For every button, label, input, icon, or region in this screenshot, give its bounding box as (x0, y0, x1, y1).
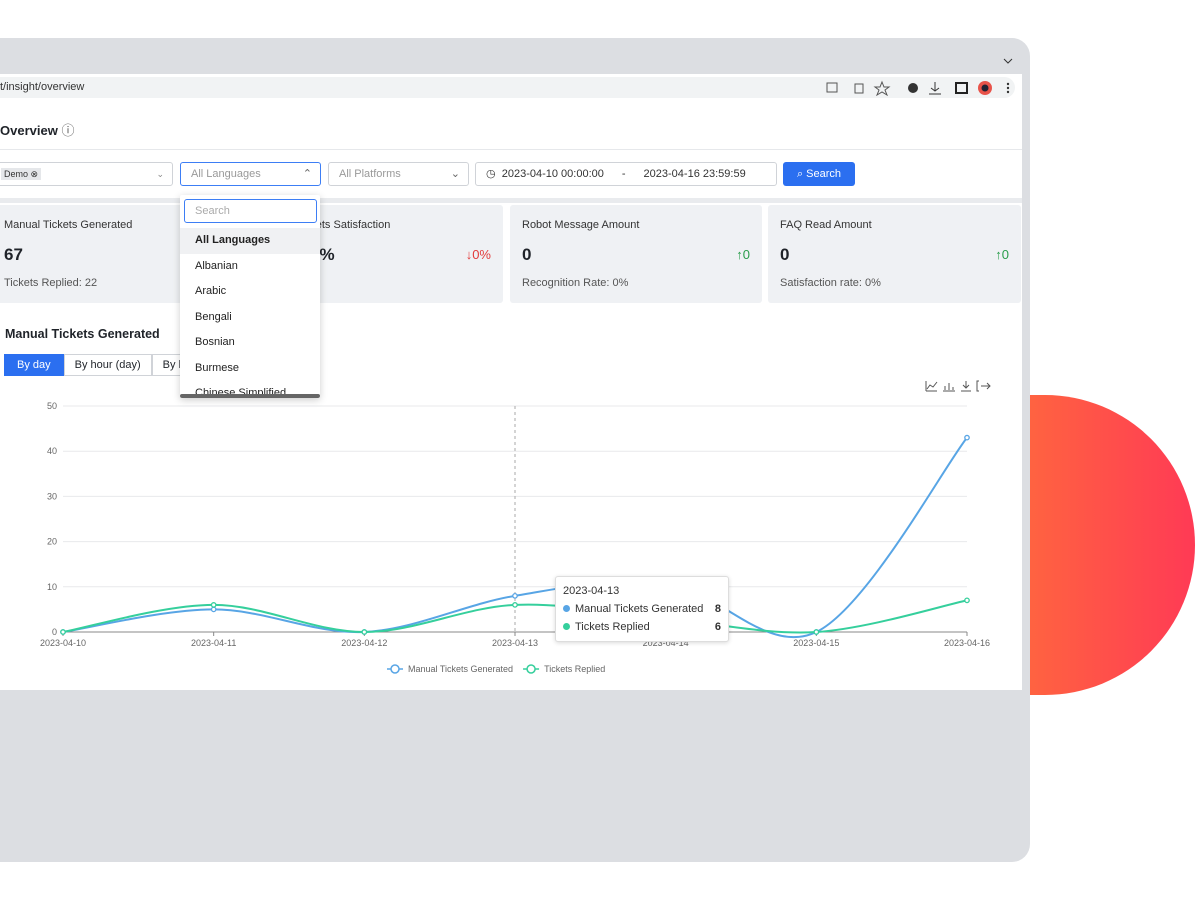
x-tick-label: 2023-04-15 (793, 638, 839, 648)
dropdown-option[interactable]: Albanian (195, 259, 238, 272)
card-footer: Satisfaction rate: 0% (780, 277, 881, 289)
tooltip-name: Tickets Replied (575, 621, 650, 633)
card-title: Manual Tickets Generated (4, 219, 133, 231)
dropdown-option[interactable]: Arabic (195, 285, 227, 297)
url: t/insight/overview (0, 81, 85, 93)
card-change: ↓0% (465, 247, 491, 262)
language-dropdown: Search All Languages Albanian Arabic Bengal… (180, 195, 320, 398)
point (210, 606, 217, 613)
tooltip-row: Manual Tickets Generated 8 (563, 603, 721, 621)
legend-icon (526, 664, 536, 674)
dropdown-option[interactable]: All Languages (180, 228, 320, 254)
card-footer: Tickets Replied: 22 (4, 277, 98, 289)
address-bar[interactable]: t/insight/overview (0, 77, 1015, 98)
line-chart: 0 10 20 30 40 50 2023-04-10 2023-04-11 2023-04-1… (40, 401, 990, 674)
point (210, 602, 217, 608)
point (964, 597, 970, 604)
dropdown-option[interactable]: Chinese Simplified (195, 387, 287, 398)
point (813, 629, 820, 635)
dropdown-option[interactable]: Burmese (195, 361, 240, 374)
card: FAQ Read Amount 0 ↑0 Satisfaction rate: … (768, 205, 1021, 303)
card-title: Robot Message Amount (522, 219, 640, 231)
browser-icons (826, 80, 1010, 96)
tooltip: 2023-04-13 Manual Tickets Generated 8 Tick… (555, 576, 729, 642)
tooltip-dot (563, 623, 570, 630)
card-change: ↑0 (736, 247, 750, 262)
y-tick-label: 10 (47, 582, 57, 592)
point (964, 434, 970, 441)
tooltip-row: Tickets Replied 6 (563, 621, 721, 639)
tooltip-title: 2023-04-13 (563, 585, 620, 597)
x-tick-label: 2023-04-11 (191, 638, 236, 648)
legend-label[interactable]: Manual Tickets Generated (408, 664, 513, 674)
platform-select[interactable]: All Platforms ⌄ (328, 162, 469, 186)
search-button[interactable]: ⌕ Search (783, 162, 855, 186)
card-title: FAQ Read Amount (780, 219, 872, 231)
card-value: 67 (4, 245, 23, 264)
y-tick-label: 50 (47, 401, 57, 411)
point (361, 629, 368, 635)
legend-label[interactable]: Tickets Replied (544, 664, 605, 674)
language-select[interactable]: All Languages ⌃ (180, 162, 321, 186)
y-tick-label: 0 (52, 627, 57, 637)
x-tick-label: 2023-04-10 (40, 638, 86, 648)
page-title: Overview ⓘ (0, 123, 75, 138)
y-tick-label: 20 (47, 537, 57, 547)
x-tick-label: 2023-04-16 (944, 638, 990, 648)
tab[interactable]: By day (4, 354, 64, 376)
divider (0, 149, 1022, 150)
card-change: ↑0 (995, 247, 1009, 262)
scrollbar (180, 394, 320, 398)
card-footer: Recognition Rate: 0% (522, 277, 629, 289)
point (512, 602, 518, 608)
chart-toolbox[interactable] (924, 378, 994, 394)
tooltip-value: 8 (714, 603, 721, 615)
x-tick-label: 2023-04-12 (341, 638, 387, 648)
y-tick-label: 40 (47, 446, 57, 456)
point (512, 592, 518, 599)
point (60, 629, 66, 635)
x-tick-label: 2023-04-14 (643, 638, 689, 648)
toolbar: t/insight/overview (0, 74, 1022, 101)
panel-title: Manual Tickets Generated (5, 327, 160, 341)
dropdown-search[interactable]: Search (184, 199, 317, 223)
tab[interactable]: By hour (day) (63, 354, 152, 376)
tooltip-name: Manual Tickets Generated (575, 603, 704, 615)
x-tick-label: 2023-04-13 (492, 638, 538, 648)
y-tick-label: 30 (47, 491, 57, 501)
legend-icon (390, 664, 400, 674)
card: Robot Message Amount 0 ↑0 Recognition Ra… (510, 205, 762, 303)
dropdown-option[interactable]: Bosnian (195, 336, 235, 348)
card-value: 0 (780, 245, 790, 264)
date-range[interactable]: ◷ 2023-04-10 00:00:00-2023-04-16 23:59:5… (475, 162, 777, 186)
tooltip-dot (563, 605, 570, 612)
separator (0, 198, 1022, 203)
tab-chevron[interactable] (1002, 56, 1014, 66)
dropdown-option[interactable]: Bengali (195, 310, 232, 323)
tooltip-value: 6 (714, 621, 721, 633)
card-value: 0 (522, 245, 532, 264)
account-select[interactable]: Demo ⊗ ⌄ (0, 162, 173, 186)
